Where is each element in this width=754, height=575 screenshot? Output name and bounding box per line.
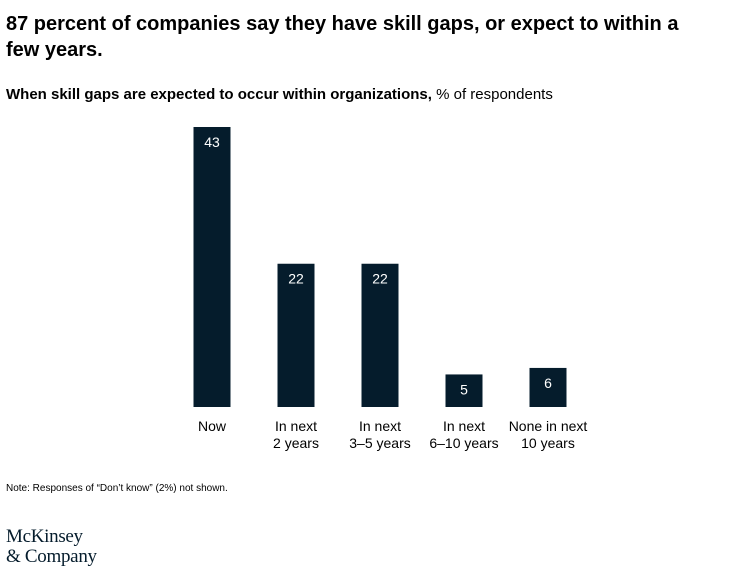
category-label-0: Now [198,418,227,434]
logo-line-1: McKinsey [6,526,83,547]
bar-4 [529,367,567,407]
mckinsey-logo: McKinsey & Company [6,527,97,567]
bar-1 [277,263,315,407]
chart-note: Note: Responses of “Don’t know” (2%) not… [6,483,228,494]
data-label-2: 22 [372,271,388,287]
data-label-4: 6 [544,375,552,391]
bar-chart: 43 Now 22 In next 2 years 22 In next 3–5 years 5… [193,127,588,451]
category-label-1: In next 2 years [273,418,319,451]
chart-title: 87 percent of companies say they have sk… [6,13,679,61]
bar-3 [445,374,483,407]
category-label-4: None in next 10 years [509,418,588,451]
category-label-3: In next 6–10 years [429,418,498,451]
bar-2 [361,263,399,407]
bar-0 [193,127,231,407]
data-label-0: 43 [204,134,220,150]
subtitle-unit: % of respondents [436,86,553,103]
data-label-1: 22 [288,271,304,287]
data-label-3: 5 [460,381,468,397]
logo-line-2: & Company [6,546,97,567]
subtitle-bold: When skill gaps are expected to occur wi… [6,86,432,103]
chart-subtitle: When skill gaps are expected to occur wi… [6,85,553,105]
category-label-2: In next 3–5 years [349,418,410,451]
